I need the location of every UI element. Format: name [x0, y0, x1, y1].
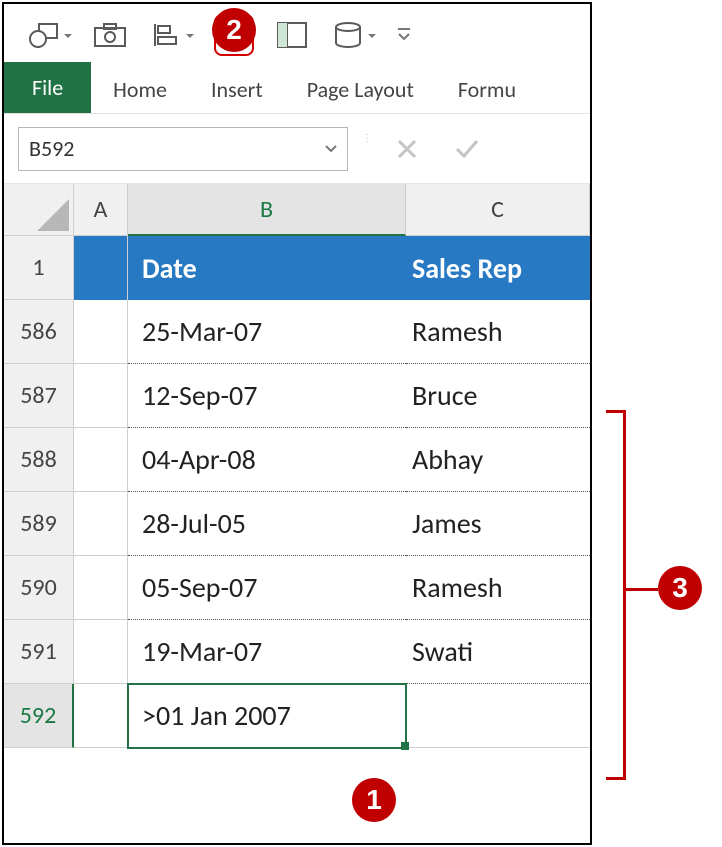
camera-icon[interactable] [92, 17, 128, 53]
cell[interactable] [74, 556, 128, 620]
row-header[interactable]: 589 [4, 492, 74, 556]
tab-insert[interactable]: Insert [189, 66, 285, 113]
formula-bar-row: B592 ⋮ [4, 114, 590, 184]
cell[interactable] [74, 492, 128, 556]
callout-3-connector [626, 588, 658, 591]
row-header[interactable]: 586 [4, 300, 74, 364]
cell-date[interactable]: 12-Sep-07 [128, 364, 406, 428]
table-row: 586 25-Mar-07 Ramesh [4, 300, 590, 364]
ribbon-tabs: File Home Insert Page Layout Formu [4, 66, 590, 114]
col-header-a[interactable]: A [74, 184, 128, 236]
select-all-corner[interactable] [4, 184, 74, 236]
cell-date[interactable]: 04-Apr-08 [128, 428, 406, 492]
col-header-c[interactable]: C [406, 184, 590, 236]
spreadsheet-grid: A B C 1 Date Sales Rep 586 25-Mar-07 Ram… [4, 184, 590, 748]
align-icon[interactable] [148, 17, 184, 53]
table-row: 590 05-Sep-07 Ramesh [4, 556, 590, 620]
confirm-edit-button [444, 127, 490, 171]
table-row: 588 04-Apr-08 Abhay [4, 428, 590, 492]
quick-access-toolbar [4, 4, 590, 66]
row-header[interactable]: 587 [4, 364, 74, 428]
cell[interactable] [74, 620, 128, 684]
formula-bar-separator: ⋮ [362, 134, 370, 164]
check-icon [454, 138, 480, 160]
tab-formulas[interactable]: Formu [436, 66, 538, 113]
row-header[interactable]: 592 [4, 684, 74, 748]
table-row: 587 12-Sep-07 Bruce [4, 364, 590, 428]
callout-2: 2 [212, 8, 256, 52]
cell[interactable] [74, 364, 128, 428]
name-box[interactable]: B592 [18, 127, 348, 171]
active-cell[interactable]: >01 Jan 2007 [128, 684, 406, 748]
cell-rep[interactable]: Ramesh [406, 556, 590, 620]
chevron-down-icon [325, 145, 337, 153]
customize-qat-icon[interactable] [396, 17, 412, 53]
pivot-icon[interactable] [330, 17, 366, 53]
header-sales-rep[interactable]: Sales Rep [406, 236, 590, 300]
col-header-b[interactable]: B [128, 184, 406, 236]
row-header[interactable]: 588 [4, 428, 74, 492]
callout-1: 1 [352, 778, 396, 822]
freeze-panes-icon[interactable] [274, 17, 310, 53]
callout-3-bracket [606, 410, 626, 780]
cell-rep[interactable]: Abhay [406, 428, 590, 492]
header-date[interactable]: Date [128, 236, 406, 300]
cell-rep[interactable]: Bruce [406, 364, 590, 428]
cancel-edit-button [384, 127, 430, 171]
cell[interactable] [74, 684, 128, 748]
tab-page-layout[interactable]: Page Layout [285, 66, 436, 113]
tab-file[interactable]: File [4, 62, 91, 113]
cell[interactable] [74, 428, 128, 492]
table-row: 589 28-Jul-05 James [4, 492, 590, 556]
excel-window: File Home Insert Page Layout Formu B592 … [2, 2, 592, 845]
x-icon [396, 138, 418, 160]
cell-date[interactable]: 05-Sep-07 [128, 556, 406, 620]
tab-home[interactable]: Home [91, 66, 189, 113]
cell-rep[interactable]: Swati [406, 620, 590, 684]
callout-3: 3 [658, 566, 702, 610]
cell-rep[interactable]: Ramesh [406, 300, 590, 364]
row-header[interactable]: 590 [4, 556, 74, 620]
row-header[interactable]: 591 [4, 620, 74, 684]
name-box-value: B592 [29, 135, 74, 162]
cell[interactable] [74, 236, 128, 300]
table-row: 591 19-Mar-07 Swati [4, 620, 590, 684]
cell-date[interactable]: 28-Jul-05 [128, 492, 406, 556]
cell-date[interactable]: 25-Mar-07 [128, 300, 406, 364]
cell-rep[interactable]: James [406, 492, 590, 556]
shapes-icon[interactable] [26, 17, 62, 53]
cell[interactable] [74, 300, 128, 364]
cell-date[interactable]: 19-Mar-07 [128, 620, 406, 684]
table-header-row: 1 Date Sales Rep [4, 236, 590, 300]
table-row-active: 592 >01 Jan 2007 [4, 684, 590, 748]
cell-rep[interactable] [406, 684, 590, 748]
row-header[interactable]: 1 [4, 236, 74, 300]
column-header-row: A B C [4, 184, 590, 236]
